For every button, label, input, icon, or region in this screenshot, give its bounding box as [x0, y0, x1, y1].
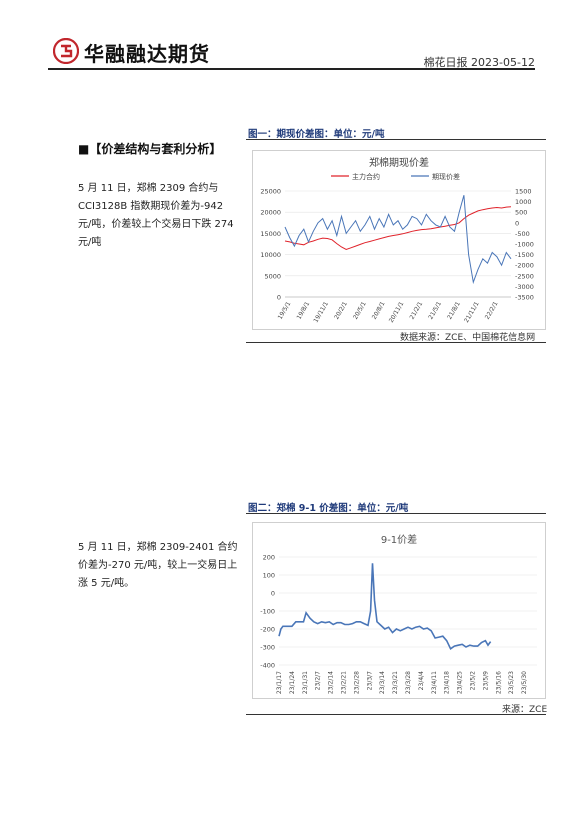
company-logo-icon — [53, 38, 79, 64]
chart2-x-tick: 23/4/25 — [457, 671, 464, 694]
chart2-x-tick: 23/3/14 — [379, 671, 386, 694]
brand-name: 华融融达期货 — [84, 42, 210, 66]
chart1-title: 郑棉期现价差 — [369, 156, 429, 169]
chart2-x-tick: 23/5/2 — [470, 671, 477, 690]
chart1-legend-label-0: 主力合约 — [352, 172, 380, 181]
chart2-y-tick: -300 — [260, 644, 275, 652]
chart2-x-tick: 23/2/14 — [328, 671, 335, 694]
chart2-x-tick: 23/4/4 — [418, 671, 425, 690]
chart1-x-tick: 20/11/1 — [388, 300, 406, 324]
figure1-bottom-rule — [246, 342, 546, 343]
chart2-series-line-0 — [278, 563, 492, 651]
paragraph-basis-spread: 5 月 11 日，郑棉 2309 合约与 CCI3128B 指数期现价差为-94… — [78, 183, 234, 248]
chart1-x-tick: 19/11/1 — [312, 300, 330, 324]
chart1-left-tick: 0 — [277, 294, 281, 302]
chart1-x-tick: 22/2/1 — [484, 300, 500, 320]
chart1-x-tick: 21/5/1 — [427, 300, 443, 320]
section-title: ■【价差结构与套利分析】 — [78, 142, 222, 156]
figure2-bottom-rule — [246, 714, 546, 715]
chart2-x-tick: 23/1/24 — [289, 671, 296, 694]
chart1-x-tick: 20/5/1 — [352, 300, 368, 320]
chart2-x-tick: 23/5/9 — [482, 671, 489, 690]
chart1-right-tick: -3500 — [515, 294, 534, 302]
chart2-x-tick: 23/1/31 — [302, 671, 309, 694]
chart1-series-line-0 — [284, 206, 512, 251]
figure2-source: 来源：ZCE — [502, 705, 548, 715]
chart2-y-tick: 0 — [271, 590, 275, 598]
chart1-series-line-1 — [284, 195, 512, 285]
figure1-top-rule — [246, 139, 546, 140]
chart2-x-tick: 23/2/28 — [353, 671, 360, 694]
chart1-x-tick: 21/8/1 — [446, 300, 462, 320]
figure2-caption: 图二：郑棉 9-1 价差图：单位：元/吨 — [248, 503, 409, 514]
chart2-title: 9-1价差 — [381, 533, 417, 546]
chart1-left-tick: 20000 — [260, 209, 281, 217]
chart2-x-tick: 23/4/11 — [431, 671, 438, 694]
chart1-right-tick: -2000 — [515, 262, 534, 270]
chart1-right-tick: 0 — [515, 219, 519, 227]
chart1-right-tick: -3000 — [515, 283, 534, 291]
chart1-left-tick: 5000 — [264, 272, 281, 280]
chart2-x-tick: 23/3/28 — [405, 671, 412, 694]
chart1-right-tick: -2500 — [515, 272, 534, 280]
chart1-legend-label-1: 期现价差 — [432, 172, 460, 181]
chart1-left-tick: 15000 — [260, 230, 281, 238]
header-divider — [48, 68, 535, 70]
chart1-x-tick: 21/11/1 — [463, 300, 481, 324]
chart2-x-tick: 23/1/17 — [276, 671, 283, 694]
chart2-x-tick: 23/3/7 — [366, 671, 373, 690]
figure2-top-rule — [246, 513, 546, 514]
chart2-y-tick: 100 — [263, 572, 275, 580]
chart1-x-tick: 19/8/1 — [295, 300, 311, 320]
report-date: 棉花日报 2023-05-12 — [423, 56, 535, 69]
chart2-y-tick: -400 — [260, 662, 275, 670]
figure1-caption: 图一：期现价差图：单位：元/吨 — [248, 129, 385, 140]
chart2-x-tick: 23/3/21 — [392, 671, 399, 694]
chart2-y-tick: 200 — [263, 554, 275, 562]
chart2-x-tick: 23/4/18 — [444, 671, 451, 694]
chart1-right-tick: 1500 — [515, 188, 532, 196]
chart2-y-tick: -200 — [260, 626, 275, 634]
chart2-x-tick: 23/5/30 — [521, 671, 528, 694]
chart2-x-tick: 23/2/7 — [315, 671, 322, 690]
figure2-chart-frame: 9-1价差 200 100 0 -100 -200 -300 -400 23/1/17 23/1/… — [252, 522, 546, 699]
chart1-x-tick: 20/2/1 — [333, 300, 349, 320]
figure1-chart-frame: 郑棉期现价差 主力合约 期现价差 25000 20000 15000 10000 5000 0 1… — [252, 150, 546, 330]
chart1-right-tick: -1000 — [515, 241, 534, 249]
chart1-left-tick: 10000 — [260, 251, 281, 259]
chart2-y-tick: -100 — [260, 608, 275, 616]
chart1-right-tick: -500 — [515, 230, 530, 238]
chart1-right-tick: 1000 — [515, 198, 532, 206]
chart1-x-tick: 21/2/1 — [408, 300, 424, 320]
chart2-x-tick: 23/5/23 — [508, 671, 515, 694]
chart1-x-tick: 19/5/1 — [277, 300, 293, 320]
paragraph-calendar-spread: 5 月 11 日，郑棉 2309-2401 合约价差为-270 元/吨，较上一交… — [78, 542, 238, 589]
chart1-right-tick: 500 — [515, 209, 527, 217]
chart2-x-tick: 23/2/21 — [341, 671, 348, 694]
chart2-x-tick: 23/5/16 — [495, 671, 502, 694]
chart1-right-tick: -1500 — [515, 251, 534, 259]
figure1-source: 数据来源：ZCE、中国棉花信息网 — [400, 333, 536, 343]
chart1-x-tick: 20/8/1 — [371, 300, 387, 320]
chart1-left-tick: 25000 — [260, 188, 281, 196]
